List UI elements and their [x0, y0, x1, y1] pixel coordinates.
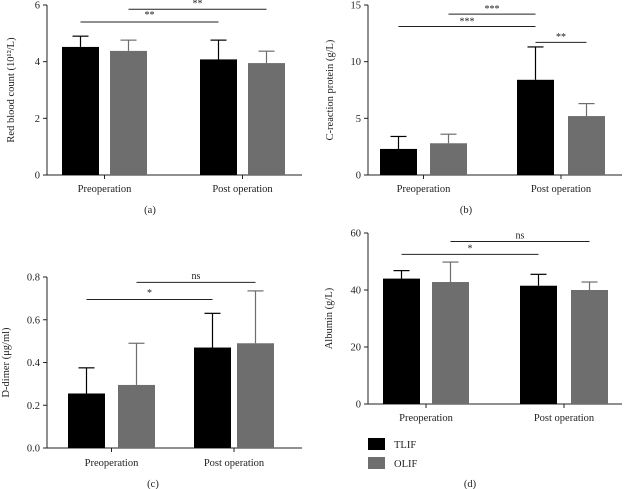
y-tick-label: 0 — [356, 171, 361, 182]
bar-tlif-1 — [200, 59, 237, 175]
panel-b: 0 5 10 15 C-reaction protein (g/L) Preoperati… — [325, 1, 622, 216]
panel-c: 0.0 0.2 0.4 0.6 0.8 D-dimer (μg/ml) Preoperati… — [1, 271, 302, 489]
significance-label: ** — [145, 10, 155, 21]
y-tick-label: 6 — [35, 1, 40, 12]
significance-label: * — [468, 244, 473, 255]
category-label: Preoperation — [85, 458, 139, 469]
significance-label: * — [147, 288, 152, 299]
bar-tlif-0 — [380, 148, 417, 175]
significance-label: ns — [516, 231, 525, 242]
y-tick-label: 15 — [351, 1, 362, 12]
y-axis-label: D-dimer (μg/ml) — [1, 327, 12, 398]
category-label: Preoperation — [399, 413, 453, 424]
bar-olif-0 — [430, 143, 467, 175]
bar-olif-0 — [110, 50, 147, 175]
bar-tlif-1 — [194, 347, 231, 448]
y-axis-label: Albumin (g/L) — [324, 287, 335, 349]
y-axis-label: C-reaction protein (g/L) — [325, 39, 336, 140]
y-tick-label: 5 — [356, 114, 361, 125]
y-tick-label: 40 — [351, 286, 362, 297]
category-label: Post operation — [531, 184, 592, 195]
y-tick-label: 10 — [351, 57, 362, 68]
bar-tlif-0 — [62, 46, 99, 175]
bar-olif-1 — [568, 116, 605, 175]
panel-a: 0 2 4 6 Red blood count (10¹²/L) Preoperation… — [6, 0, 302, 216]
y-tick-label: 0.6 — [27, 315, 40, 326]
panel-label: (c) — [147, 479, 159, 489]
y-tick-label: 4 — [35, 57, 41, 68]
legend-swatch-tlif — [368, 438, 385, 450]
panel-label: (d) — [464, 479, 477, 489]
y-tick-label: 0 — [356, 400, 361, 411]
bar-olif-1 — [248, 63, 285, 176]
significance-label: *** — [460, 16, 475, 27]
bar-tlif-1 — [517, 79, 554, 175]
category-label: Preoperation — [78, 184, 132, 195]
legend: TLIF OLIF — [368, 438, 417, 470]
category-label: Post operation — [534, 413, 595, 424]
category-label: Post operation — [212, 184, 273, 195]
y-axis-label: Red blood count (10¹²/L) — [6, 37, 17, 143]
significance-label: ** — [556, 32, 566, 43]
bar-tlif-0 — [383, 278, 420, 404]
panel-label: (a) — [144, 205, 156, 216]
significance-label: ** — [193, 0, 203, 9]
y-tick-label: 0.4 — [27, 358, 41, 369]
y-tick-label: 0.2 — [27, 401, 40, 412]
bar-olif-1 — [571, 290, 608, 404]
panel-label: (b) — [460, 205, 473, 216]
significance-label: ns — [192, 271, 201, 282]
y-tick-label: 0.0 — [27, 444, 40, 455]
bar-tlif-0 — [68, 393, 105, 448]
legend-label-olif: OLIF — [394, 459, 417, 470]
bar-tlif-1 — [520, 285, 557, 404]
legend-swatch-olif — [368, 457, 385, 469]
y-tick-label: 20 — [351, 343, 362, 354]
y-tick-label: 0.8 — [27, 273, 40, 284]
y-tick-label: 0 — [35, 171, 40, 182]
category-label: Post operation — [204, 458, 265, 469]
panel-d: 0 20 40 60 Albumin (g/L) Preoperation Post ope… — [324, 229, 622, 489]
significance-label: *** — [485, 4, 500, 15]
legend-label-tlif: TLIF — [394, 440, 416, 451]
category-label: Preoperation — [397, 184, 451, 195]
y-tick-label: 60 — [351, 229, 362, 240]
bar-olif-0 — [118, 384, 155, 448]
bar-olif-1 — [237, 343, 274, 448]
bar-olif-0 — [432, 282, 469, 404]
y-tick-label: 2 — [35, 114, 40, 125]
